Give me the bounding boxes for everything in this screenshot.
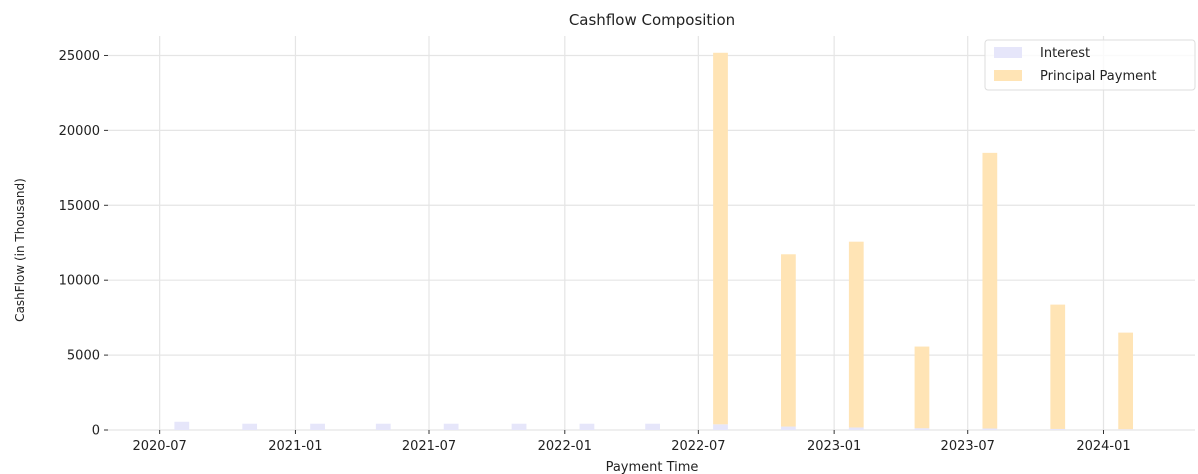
bar-interest: [982, 428, 998, 430]
x-tick-label: 2022-07: [671, 439, 725, 454]
bar-interest: [174, 421, 190, 430]
legend: Interest Principal Payment: [984, 39, 1196, 91]
bar-interest: [511, 423, 527, 430]
legend-box: [984, 39, 1196, 91]
y-tick-label: 15000: [59, 199, 100, 214]
x-tick-label: 2022-01: [538, 439, 592, 454]
bar-principal-payment: [982, 152, 998, 429]
x-tick-label: 2020-07: [132, 439, 186, 454]
bar-principal-payment: [713, 52, 728, 425]
bars-layer: [174, 52, 1134, 430]
y-tick-label: 5000: [67, 349, 100, 364]
legend-label-principal: Principal Payment: [1040, 69, 1156, 84]
y-tick-label: 0: [92, 424, 100, 439]
bar-interest: [375, 423, 391, 430]
chart-title: Cashflow Composition: [569, 11, 735, 29]
bar-interest: [914, 428, 930, 430]
bar-interest: [242, 423, 258, 430]
bar-interest: [1118, 429, 1134, 430]
axes-layer: 0 5000 10000 15000 20000 25000 2020-07 2021-01 2…: [59, 49, 1131, 454]
y-tick-label: 10000: [59, 274, 100, 289]
bar-interest: [579, 423, 595, 430]
legend-swatch-interest: [994, 47, 1022, 58]
x-tick-label: 2024-01: [1076, 439, 1130, 454]
bar-interest: [310, 423, 325, 430]
x-axis-title: Payment Time: [606, 460, 699, 474]
bar-principal-payment: [848, 241, 864, 428]
grid-layer: [108, 36, 1195, 431]
y-tick-label: 25000: [59, 49, 100, 64]
legend-label-interest: Interest: [1040, 46, 1090, 61]
x-tick-label: 2021-01: [268, 439, 322, 454]
y-tick-label: 20000: [59, 124, 100, 139]
bar-principal-payment: [1050, 304, 1066, 429]
bar-principal-payment: [914, 346, 930, 429]
bar-interest: [781, 426, 796, 430]
x-tick-label: 2023-07: [941, 439, 995, 454]
x-tick-label: 2023-01: [807, 439, 861, 454]
bar-interest: [645, 423, 660, 430]
legend-swatch-principal: [994, 70, 1022, 81]
y-axis-title: CashFlow (in Thousand): [13, 178, 27, 322]
bar-interest: [713, 424, 728, 430]
bar-interest: [1050, 428, 1066, 430]
bar-interest: [443, 423, 459, 430]
bar-principal-payment: [1118, 332, 1134, 430]
bar-principal-payment: [781, 254, 796, 427]
bar-interest: [848, 427, 864, 430]
x-tick-label: 2021-07: [402, 439, 456, 454]
